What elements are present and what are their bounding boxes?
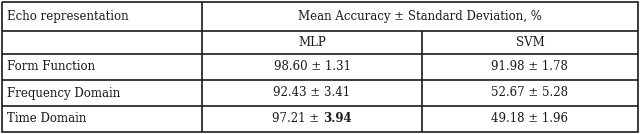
Text: Frequency Domain: Frequency Domain: [7, 87, 120, 100]
Text: Time Domain: Time Domain: [7, 113, 86, 126]
Text: SVM: SVM: [515, 36, 544, 49]
Text: Mean Accuracy ± Standard Deviation, %: Mean Accuracy ± Standard Deviation, %: [298, 10, 542, 23]
Text: 52.67 ± 5.28: 52.67 ± 5.28: [492, 87, 568, 100]
Text: Echo representation: Echo representation: [7, 10, 129, 23]
Text: 49.18 ± 1.96: 49.18 ± 1.96: [492, 113, 568, 126]
Text: 92.43 ± 3.41: 92.43 ± 3.41: [273, 87, 351, 100]
Text: Form Function: Form Function: [7, 60, 95, 74]
Text: 97.21 ±: 97.21 ±: [272, 113, 323, 126]
Text: 91.98 ± 1.78: 91.98 ± 1.78: [492, 60, 568, 74]
Text: MLP: MLP: [298, 36, 326, 49]
Text: 3.94: 3.94: [323, 113, 352, 126]
Text: 98.60 ± 1.31: 98.60 ± 1.31: [273, 60, 351, 74]
